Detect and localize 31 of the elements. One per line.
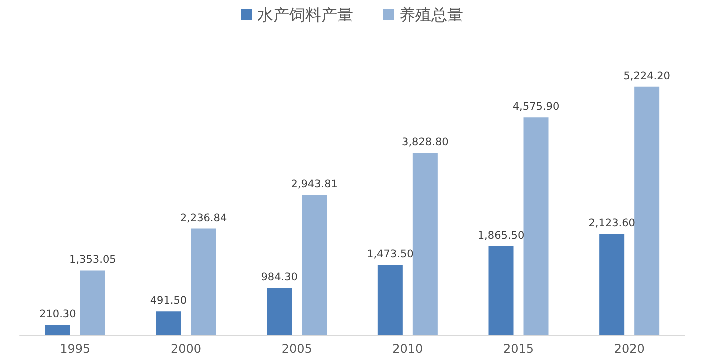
bar — [412, 153, 438, 335]
bar — [634, 86, 660, 335]
data-label: 2,943.81 — [291, 178, 338, 191]
bar — [600, 234, 625, 335]
x-tick-label: 2020 — [614, 342, 645, 356]
x-tick-label: 1995 — [60, 342, 91, 356]
bar — [80, 270, 106, 335]
data-label: 5,224.20 — [624, 70, 670, 82]
data-label: 491.50 — [150, 295, 188, 308]
data-label: 210.30 — [40, 308, 76, 321]
x-tick-label: 2010 — [392, 342, 424, 356]
legend-label: 水产饲料产量 — [258, 6, 354, 24]
data-label: 2,236.84 — [180, 212, 228, 224]
data-label: 2,123.60 — [588, 218, 636, 230]
x-tick-label: 2005 — [282, 342, 312, 356]
bar — [488, 246, 514, 335]
data-label: 1,353.05 — [70, 254, 116, 266]
legend-label: 养殖总量 — [400, 6, 464, 24]
x-tick-label: 2015 — [503, 342, 534, 356]
data-label: 984.30 — [261, 272, 298, 284]
data-label: 4,575.90 — [512, 101, 560, 114]
bar — [267, 288, 292, 335]
x-tick-label: 2000 — [170, 342, 202, 356]
bar — [45, 325, 70, 335]
bar — [191, 228, 216, 335]
bar — [156, 312, 182, 335]
bar — [524, 118, 549, 335]
data-label: 3,828.80 — [402, 136, 449, 149]
data-label: 1,865.50 — [478, 230, 525, 242]
bar — [378, 265, 403, 335]
bar — [302, 195, 328, 335]
